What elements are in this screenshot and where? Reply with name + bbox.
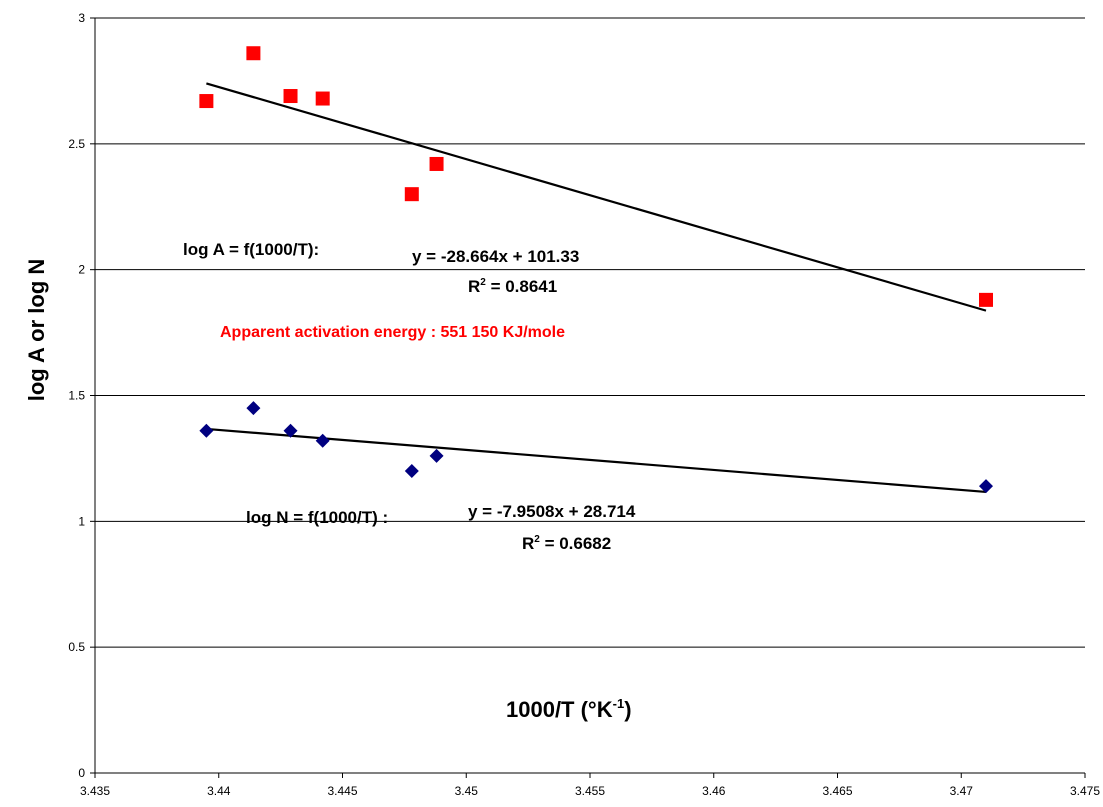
x-axis-label-sup: -1 xyxy=(613,696,625,711)
x-tick-label: 3.465 xyxy=(822,784,852,798)
x-tick-label: 3.46 xyxy=(702,784,726,798)
annotation-log-n-r2-r: R xyxy=(522,534,534,553)
y-tick-labels: 0 0.5 1 1.5 2 2.5 3 xyxy=(68,11,85,780)
annotation-log-a-r2: R2 = 0.8641 xyxy=(468,277,557,296)
y-tick-label: 2.5 xyxy=(68,137,85,151)
y-tick-label: 0.5 xyxy=(68,640,85,654)
data-point-log-a xyxy=(979,292,993,307)
data-points xyxy=(199,46,993,494)
y-tick-label: 1 xyxy=(78,514,85,528)
annotation-log-n-r2: R2 = 0.6682 xyxy=(522,534,611,553)
x-tick-labels: 3.435 3.44 3.445 3.45 3.455 3.46 3.465 3.47 3.47… xyxy=(80,784,1100,798)
data-point-log-n xyxy=(315,433,330,448)
data-point-log-a xyxy=(283,89,298,104)
data-point-log-n xyxy=(404,464,419,478)
annotation-log-n-equation: y = -7.9508x + 28.714 xyxy=(468,502,636,521)
x-tick-label: 3.455 xyxy=(575,784,605,798)
y-tick-label: 0 xyxy=(78,766,85,780)
x-axis-label-close: ) xyxy=(624,697,631,722)
annotation-log-n-label: log N = f(1000/T) : xyxy=(246,508,388,527)
trend-line-log-n xyxy=(206,427,987,494)
data-point-log-a xyxy=(315,91,330,106)
x-tick-label: 3.445 xyxy=(327,784,357,798)
annotation-log-a-r2-r: R xyxy=(468,277,480,296)
annotation-log-a-equation: y = -28.664x + 101.33 xyxy=(412,247,579,266)
trend-line-log-a xyxy=(206,82,987,312)
grid-lines xyxy=(90,17,1086,778)
data-point-log-n xyxy=(283,423,298,438)
x-tick-label: 3.44 xyxy=(207,784,231,798)
data-point-log-a xyxy=(199,94,214,109)
data-point-log-a xyxy=(429,156,444,171)
x-tick-label: 3.45 xyxy=(455,784,479,798)
annotation-log-a-r2-sup: 2 xyxy=(480,277,486,288)
y-tick-label: 2 xyxy=(78,263,85,277)
data-point-log-n xyxy=(429,448,444,463)
trend-lines xyxy=(206,82,987,494)
y-tick-label: 3 xyxy=(78,11,85,25)
data-point-log-a xyxy=(404,187,419,202)
y-tick-label: 1.5 xyxy=(68,389,85,403)
x-tick-label: 3.47 xyxy=(950,784,974,798)
annotation-activation-energy: Apparent activation energy : 551 150 KJ/… xyxy=(220,324,565,341)
data-point-log-n xyxy=(199,423,214,438)
y-axis-label: log A or log N xyxy=(24,259,49,402)
data-point-log-n xyxy=(246,401,261,416)
x-axis-label-main: 1000/T (°K xyxy=(506,697,613,722)
x-axis-label: 1000/T (°K-1) xyxy=(506,696,632,722)
x-tick-label: 3.435 xyxy=(80,784,110,798)
annotation-log-a-label: log A = f(1000/T): xyxy=(183,240,319,259)
annotation-log-a-r2-value: = 0.8641 xyxy=(486,277,557,296)
data-point-log-n xyxy=(979,479,993,494)
annotation-log-n-r2-sup: 2 xyxy=(534,534,540,545)
annotation-log-n-r2-value: = 0.6682 xyxy=(540,534,611,553)
data-point-log-a xyxy=(246,46,261,61)
x-tick-label: 3.475 xyxy=(1070,784,1100,798)
